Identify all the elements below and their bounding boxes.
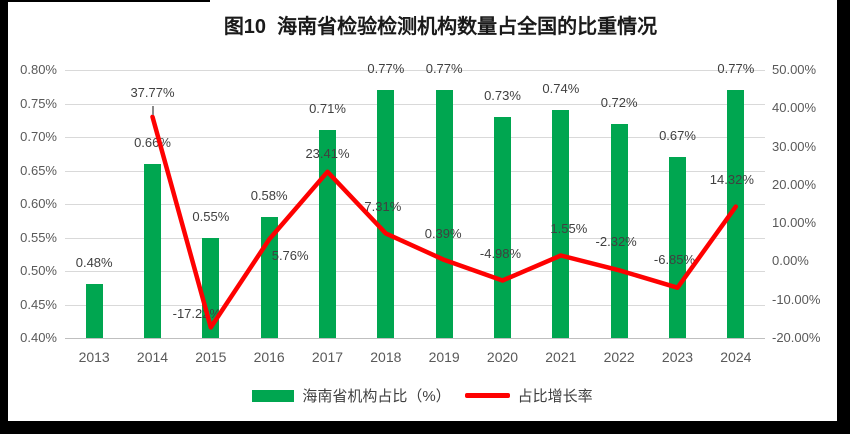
left-axis-tick: 0.70% [20, 129, 57, 144]
left-axis-tick: 0.40% [20, 330, 57, 345]
bar-label-2013: 0.48% [75, 255, 113, 271]
x-axis-tick: 2022 [603, 349, 635, 365]
right-axis-tick: 10.00% [772, 215, 817, 231]
bar-2023 [669, 157, 686, 338]
x-axis-tick: 2019 [428, 349, 460, 365]
line-label-2017: 23.41% [305, 145, 350, 161]
legend-line-label: 占比增长率 [517, 388, 593, 405]
growth-rate-line [150, 114, 739, 330]
right-axis-tick: -10.00% [772, 291, 821, 307]
line-label-2020: -4.98% [479, 246, 522, 262]
legend-bar-label: 海南省机构占比（%） [302, 388, 451, 405]
left-axis-tick: 0.45% [20, 296, 57, 312]
left-axis-tick: 0.65% [20, 162, 57, 178]
bar-label-2020: 0.73% [484, 87, 521, 103]
bar-2014 [144, 163, 161, 338]
bar-2021 [552, 110, 570, 338]
gridline [65, 170, 765, 172]
right-axis-tick: 40.00% [772, 100, 817, 116]
gridline [65, 304, 765, 306]
legend-line-swatch-icon [464, 393, 510, 398]
gridline [65, 103, 765, 105]
x-axis-tick: 2021 [545, 349, 577, 365]
x-axis-tick: 2018 [370, 349, 402, 365]
bar-2022 [610, 123, 628, 338]
bar-label-2023: 0.67% [659, 128, 696, 144]
plot-area: 0.48% 0.66% 0.55% 0.58% 0.71% 0.77% 0.77% 0.73%… [65, 61, 765, 339]
bar-label-2021: 0.74% [542, 81, 580, 97]
bar-label-2015: 0.55% [192, 208, 230, 224]
bar-2018 [377, 90, 395, 338]
gridline [65, 204, 765, 205]
line-label-2024: 14.32% [709, 171, 754, 187]
bar-label-2017: 0.71% [309, 101, 346, 117]
bar-2017 [319, 130, 336, 338]
right-axis-tick: 50.00% [772, 62, 817, 77]
right-axis-tick: 0.00% [772, 253, 809, 269]
bar-2024 [727, 90, 745, 338]
bar-label-2022: 0.72% [600, 94, 638, 110]
x-axis-tick: 2015 [195, 349, 227, 365]
bar-label-2016: 0.58% [250, 188, 288, 204]
left-axis-tick: 0.60% [20, 196, 57, 211]
gridline [65, 271, 765, 272]
x-axis-tick: 2014 [136, 349, 169, 365]
gridline [65, 137, 765, 138]
x-axis-tick: 2017 [311, 349, 344, 365]
x-axis-tick: 2023 [661, 349, 694, 365]
x-axis-tick: 2024 [720, 349, 752, 365]
line-label-2018: 7.31% [364, 199, 402, 215]
gridline [65, 237, 765, 239]
label-leader-line [151, 105, 154, 115]
right-axis-tick: -20.00% [772, 330, 821, 345]
photo-edge-artifact [0, 0, 210, 2]
x-axis-line [65, 338, 765, 339]
x-axis-tick: 2020 [486, 349, 519, 365]
chart-title: 图10 海南省检验检测机构数量占全国的比重情况 [223, 16, 658, 38]
right-axis-tick: 20.00% [772, 176, 817, 192]
bar-label-2019: 0.77% [425, 61, 463, 77]
left-axis-tick: 0.75% [20, 95, 57, 111]
left-axis-tick: 0.50% [20, 263, 57, 278]
bar-2020 [494, 116, 511, 338]
bar-label-2024: 0.77% [717, 61, 755, 77]
x-axis-tick: 2013 [78, 349, 110, 365]
bar-label-2018: 0.77% [367, 61, 405, 77]
left-axis-tick: 0.80% [20, 62, 57, 77]
legend-item-line: 占比增长率 [464, 385, 593, 406]
bar-2019 [435, 90, 453, 338]
chart-panel: 图10 海南省检验检测机构数量占全国的比重情况 0.48% 0.66% 0.55% 0… [8, 0, 837, 421]
line-label-2022: -2.32% [595, 234, 637, 250]
right-axis-tick: 30.00% [772, 138, 817, 154]
line-label-2016: 5.76% [271, 248, 309, 264]
x-axis-tick: 2016 [253, 349, 285, 365]
line-label-2019: 0.39% [424, 225, 462, 241]
line-label-2014: 37.77% [130, 84, 175, 100]
bar-2013 [85, 284, 103, 338]
left-axis-tick: 0.55% [20, 229, 57, 245]
legend-bar-swatch-icon [252, 389, 295, 402]
gridline [65, 70, 765, 71]
legend-item-bar: 海南省机构占比（%） [252, 385, 451, 406]
line-label-2023: -6.85% [653, 251, 696, 267]
legend: 海南省机构占比（%） 占比增长率 [8, 385, 837, 406]
line-label-2021: 1.55% [550, 221, 588, 237]
